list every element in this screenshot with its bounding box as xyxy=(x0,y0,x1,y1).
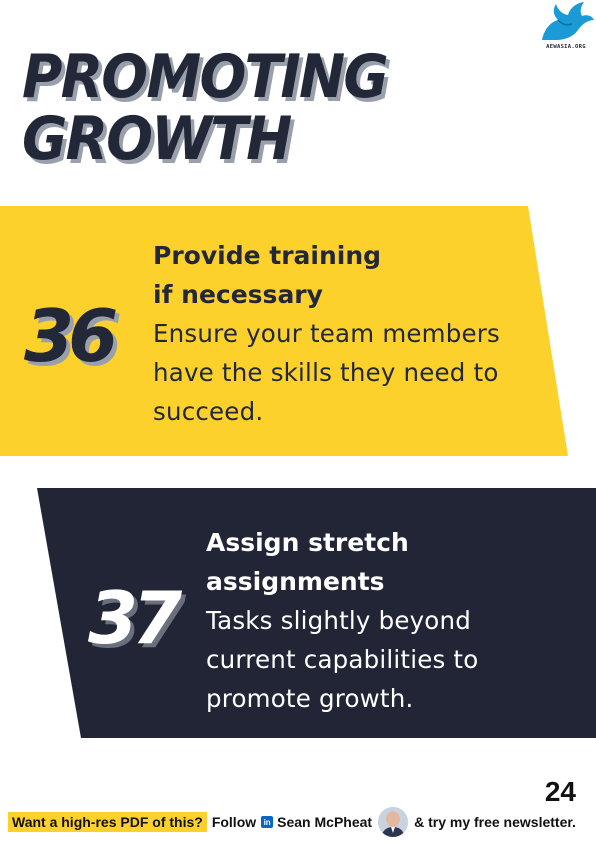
author-name-link[interactable]: Sean McPheat xyxy=(277,814,373,830)
tip-36-title-line-2: if necessary xyxy=(153,280,323,309)
page-number: 24 xyxy=(544,776,576,807)
tip-37-number: 37 xyxy=(88,576,182,660)
title-line-1: PROMOTING xyxy=(22,42,389,112)
newsletter-link[interactable]: & try my free newsletter. xyxy=(414,814,576,830)
tip-36-band xyxy=(0,206,568,456)
title-line-2: GROWTH xyxy=(22,104,292,174)
page-title: PROMOTING GROWTH xyxy=(22,46,500,170)
tip-37-title: Assign stretch assignments xyxy=(206,523,566,601)
pdf-cta-link[interactable]: Want a high-res PDF of this? xyxy=(8,812,207,832)
author-avatar xyxy=(378,807,409,837)
linkedin-icon[interactable]: in xyxy=(261,816,274,828)
logo-wordmark: AEWASIA.ORG xyxy=(546,44,586,50)
footer: Want a high-res PDF of this? Follow in S… xyxy=(8,807,592,837)
tip-36-content: Provide training if necessary Ensure you… xyxy=(153,236,533,431)
follow-label: Follow xyxy=(211,814,257,830)
tip-37-title-line-2: assignments xyxy=(206,567,385,596)
tip-37-title-line-1: Assign stretch xyxy=(206,528,409,557)
tip-36-body: Ensure your team members have the skills… xyxy=(153,319,500,426)
tip-36-number: 36 xyxy=(24,294,118,378)
tip-37-content: Assign stretch assignments Tasks slightl… xyxy=(206,523,566,718)
tip-36-title: Provide training if necessary xyxy=(153,236,533,314)
tip-36-title-line-1: Provide training xyxy=(153,241,382,270)
tip-37-band xyxy=(37,488,596,738)
tip-37-body: Tasks slightly beyond current capabiliti… xyxy=(206,606,479,713)
eagle-logo-icon xyxy=(536,0,596,52)
